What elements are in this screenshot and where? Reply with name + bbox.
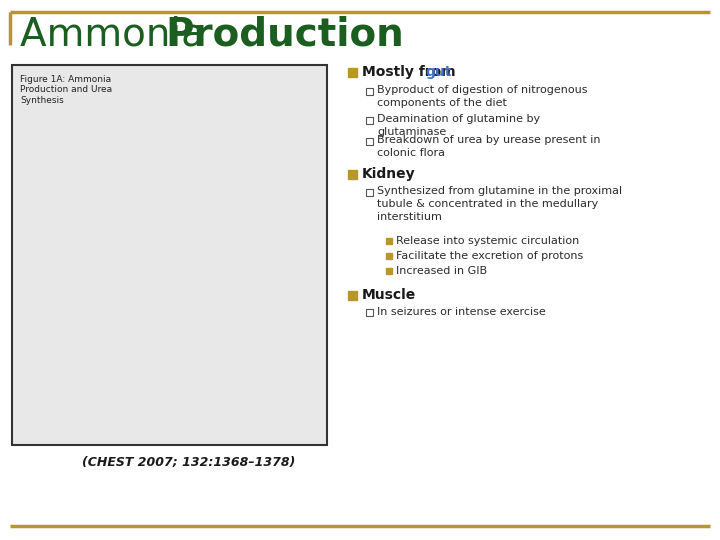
Bar [366,87,373,94]
Text: Byproduct of digestion of nitrogenous
components of the diet: Byproduct of digestion of nitrogenous co… [377,85,588,108]
Text: Kidney: Kidney [362,167,415,181]
Text: Increased in GIB: Increased in GIB [396,266,487,276]
Text: Breakdown of urea by urease present in
colonic flora: Breakdown of urea by urease present in c… [377,135,600,158]
Bar [366,138,373,145]
Text: Muscle: Muscle [362,288,416,302]
FancyBboxPatch shape [12,65,327,445]
Text: Mostly from: Mostly from [362,65,461,79]
Text: In seizures or intense exercise: In seizures or intense exercise [377,307,546,317]
Text: Ammonia: Ammonia [20,16,217,54]
Bar [386,268,392,274]
Bar [348,291,357,300]
Bar [386,253,392,259]
Text: Production: Production [165,16,404,54]
Text: Synthesized from glutamine in the proximal
tubule & concentrated in the medullar: Synthesized from glutamine in the proxim… [377,186,622,221]
Text: Figure 1A: Ammonia
Production and Urea
Synthesis: Figure 1A: Ammonia Production and Urea S… [20,75,112,105]
Bar [366,308,373,315]
Text: gut: gut [425,65,451,79]
Text: Facilitate the excretion of protons: Facilitate the excretion of protons [396,251,583,261]
Text: Release into systemic circulation: Release into systemic circulation [396,236,580,246]
Bar [348,170,357,179]
Bar [366,117,373,124]
Bar [386,238,392,244]
Bar [348,68,357,77]
Bar [366,188,373,195]
Text: Deamination of glutamine by
glutaminase: Deamination of glutamine by glutaminase [377,114,540,137]
Text: (CHEST 2007; 132:1368–1378): (CHEST 2007; 132:1368–1378) [82,456,295,469]
